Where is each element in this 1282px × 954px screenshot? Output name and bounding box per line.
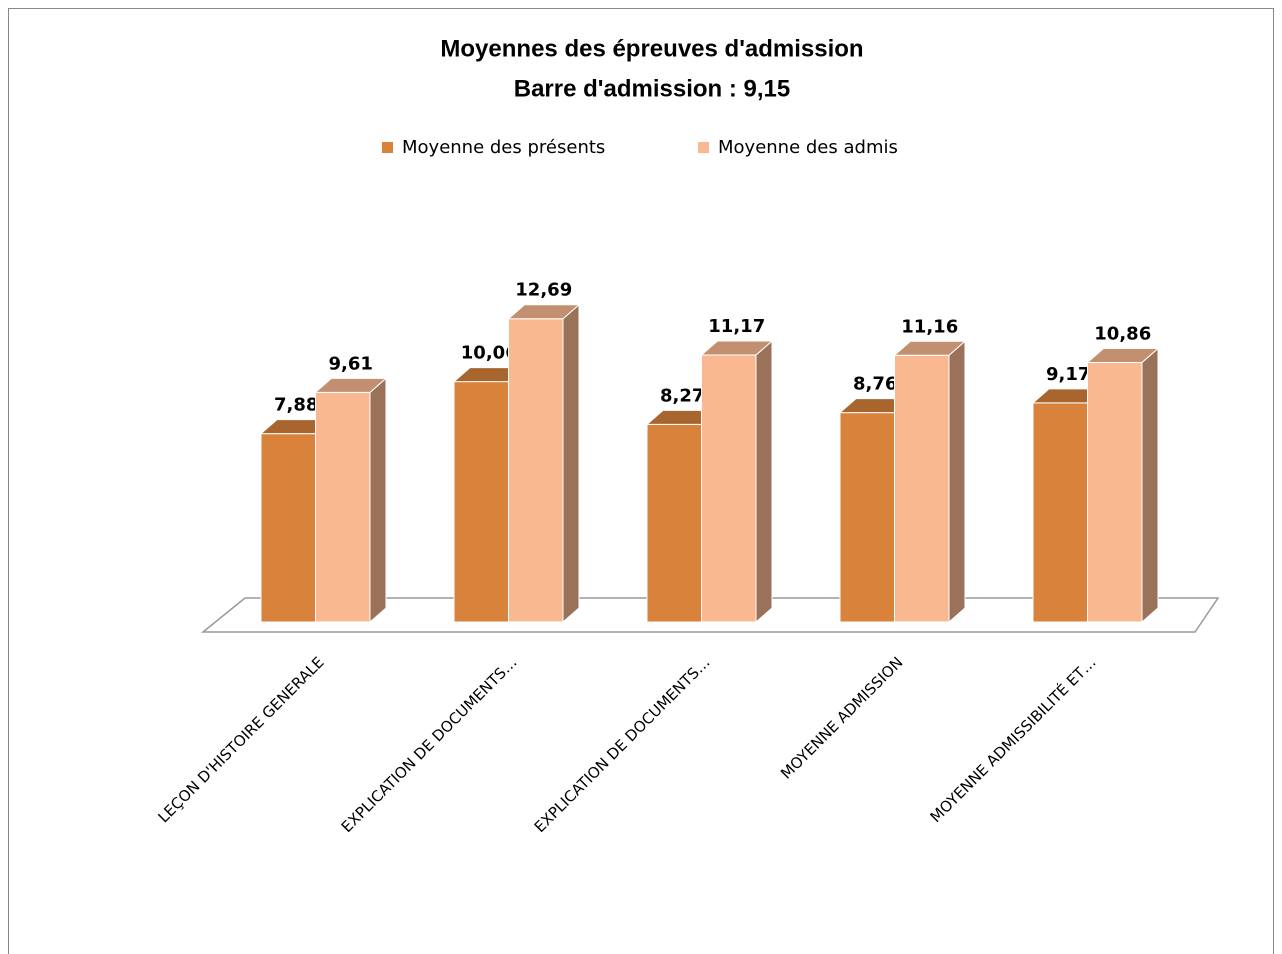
bar [1087, 361, 1143, 623]
value-label: 12,69 [515, 280, 572, 301]
bar-top [1086, 347, 1160, 363]
bar [839, 412, 895, 623]
bar-top [700, 340, 774, 356]
value-label: 7,88 [274, 395, 318, 416]
bar-side [755, 339, 773, 624]
value-label: 11,16 [901, 316, 958, 337]
bar [1032, 402, 1088, 623]
bar [646, 423, 702, 623]
bar-top [893, 340, 967, 356]
bar [508, 318, 564, 623]
legend-label: Moyenne des admis [718, 137, 898, 158]
bar [260, 433, 316, 623]
chart-title: Moyennes des épreuves d'admission [440, 35, 863, 62]
value-label: 10,06 [461, 343, 518, 364]
bar-side [948, 340, 966, 624]
chart-subtitle: Barre d'admission : 9,15 [514, 75, 790, 102]
value-label: 8,76 [853, 374, 897, 395]
value-label: 9,17 [1046, 364, 1090, 385]
bar [701, 354, 757, 623]
bar [894, 354, 950, 623]
bar-side [562, 303, 580, 624]
legend-swatch [698, 142, 709, 153]
bar-top [507, 304, 581, 320]
bar-side [369, 377, 387, 624]
legend-swatch [382, 142, 393, 153]
bar [315, 391, 371, 623]
bar [453, 381, 509, 623]
value-label: 9,61 [329, 353, 373, 374]
legend-label: Moyenne des présents [402, 137, 605, 158]
bar-top [314, 377, 388, 393]
value-label: 8,27 [660, 385, 704, 406]
value-label: 11,17 [708, 316, 765, 337]
bar-side [1141, 347, 1159, 624]
value-label: 10,86 [1094, 323, 1151, 344]
